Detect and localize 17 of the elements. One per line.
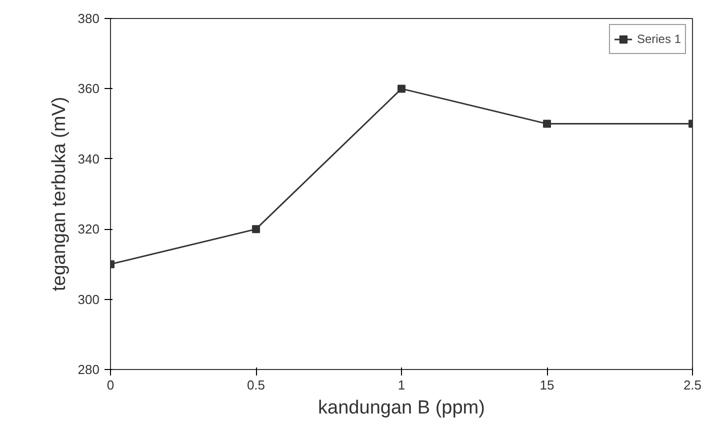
point [398, 84, 406, 93]
y-tick-label: 280 [78, 362, 100, 377]
y-tick-label: 340 [78, 151, 100, 166]
y-tick-label: 320 [78, 222, 100, 237]
point [252, 225, 260, 234]
x-tick-label: 15 [540, 378, 554, 392]
y-tick-label: 380 [78, 11, 100, 26]
x-tick-label: 2.5 [683, 378, 702, 392]
x-tick-label: 0.5 [246, 378, 266, 392]
x-axis-title: kandungan B (ppm) [318, 398, 485, 418]
x-tick-label: 0 [106, 378, 114, 392]
x-tick-label: 1 [398, 378, 406, 392]
point [543, 120, 551, 128]
y-axis-title: tegangan terbuka (mV) [48, 96, 70, 292]
legend-label: Series 1 [636, 32, 681, 46]
y-tick-label: 360 [78, 81, 100, 96]
y-tick-label: 300 [78, 292, 100, 307]
